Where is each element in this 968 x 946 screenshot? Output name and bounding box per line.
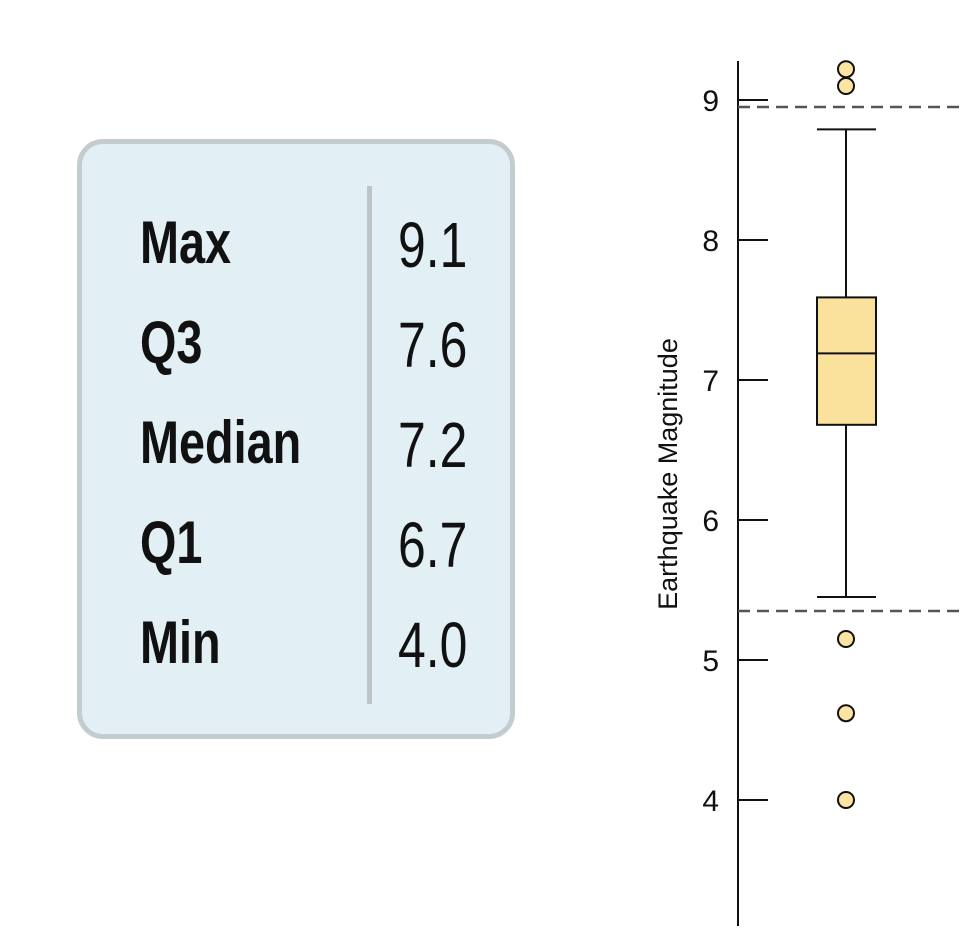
summary-row-max: Max 9.1 — [82, 208, 510, 308]
outlier-point-4 — [837, 704, 855, 723]
stat-label-median: Median — [140, 409, 302, 476]
outlier-point-1 — [837, 60, 855, 79]
summary-row-q1: Q1 6.7 — [82, 508, 510, 608]
outlier-point-5 — [837, 791, 855, 809]
outlier-point-3 — [837, 630, 855, 648]
stat-label-q3: Q3 — [140, 309, 203, 376]
stat-value-q1: 6.7 — [398, 509, 468, 581]
y-tick-label-5: 5 — [702, 645, 719, 678]
y-axis-label: Earthquake Magnitude — [653, 338, 683, 610]
y-tick-label-7: 7 — [702, 365, 719, 398]
summary-statistics-box: Max 9.1 Q3 7.6 Median 7.2 Q1 6.7 Min 4.0 — [77, 139, 515, 739]
summary-row-min: Min 4.0 — [82, 608, 510, 708]
summary-row-median: Median 7.2 — [82, 408, 510, 508]
stat-value-max: 9.1 — [398, 209, 468, 281]
stat-value-q3: 7.6 — [398, 309, 468, 381]
summary-row-q3: Q3 7.6 — [82, 308, 510, 408]
y-tick-label-9: 9 — [702, 85, 719, 118]
y-tick-label-4: 4 — [702, 785, 719, 818]
y-tick-label-6: 6 — [702, 505, 719, 538]
outlier-point-2 — [837, 77, 855, 95]
stat-label-max: Max — [140, 209, 232, 276]
stat-value-median: 7.2 — [398, 409, 468, 481]
stat-label-q1: Q1 — [140, 509, 203, 576]
iqr-box — [816, 296, 877, 426]
y-tick-label-8: 8 — [702, 225, 719, 258]
summary-divider — [367, 186, 372, 704]
stat-label-min: Min — [140, 609, 221, 676]
stat-value-min: 4.0 — [398, 609, 468, 681]
